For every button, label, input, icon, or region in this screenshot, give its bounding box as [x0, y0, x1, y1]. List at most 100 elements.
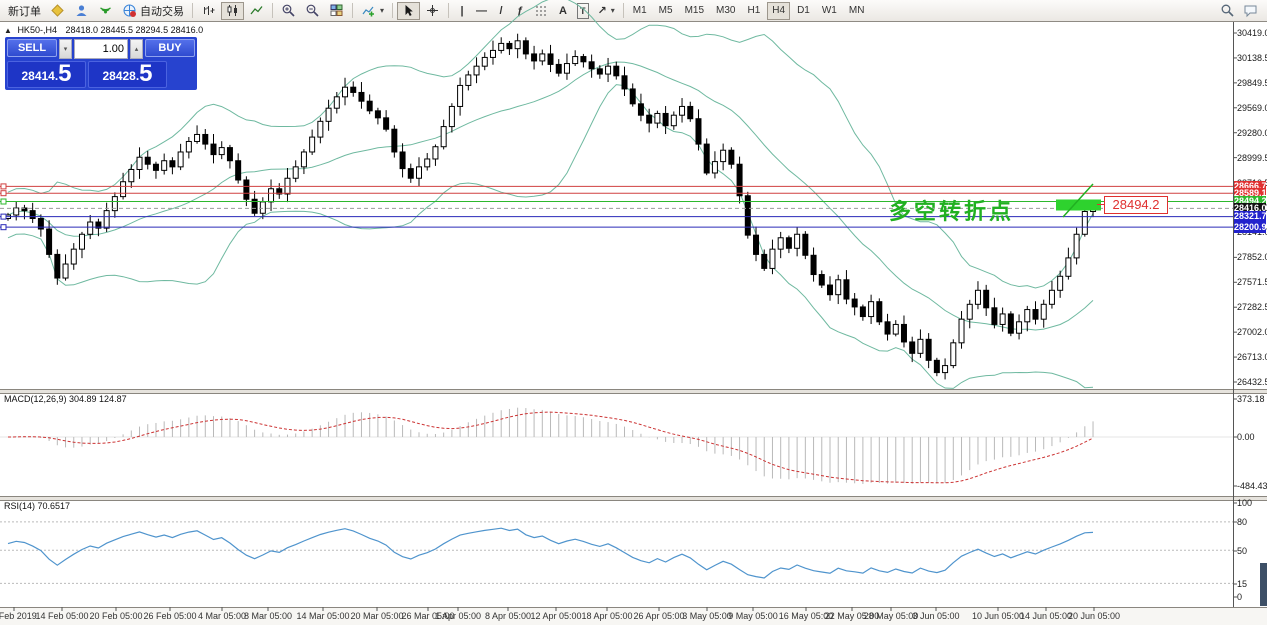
crosshair-button[interactable]	[421, 2, 444, 20]
time-axis-label: 8 Apr 05:00	[484, 611, 532, 621]
search-icon[interactable]	[1216, 2, 1239, 20]
signals-button[interactable]	[94, 2, 117, 20]
price-axis-label: 30138.5	[1237, 52, 1267, 63]
chat-icon[interactable]	[1239, 2, 1263, 20]
chart-title: ▲ HK50-,H4 28418.0 28445.5 28294.5 28416…	[4, 25, 203, 35]
time-axis-label: 16 May 05:00	[778, 611, 834, 621]
timeframe-m5-button[interactable]: M5	[654, 2, 678, 20]
cursor-icon	[405, 5, 413, 16]
price-tag-28200.9: 28200.9	[1234, 221, 1267, 233]
line-chart-button[interactable]	[245, 2, 268, 20]
text-label-button[interactable]: T	[573, 2, 593, 20]
toolbar-separator	[192, 3, 193, 18]
time-axis-label: 14 Jun 05:00	[1019, 611, 1073, 621]
time-axis-label: 28 May 05:00	[863, 611, 919, 621]
price-axis-label: 29849.5	[1237, 77, 1267, 88]
arrows-button[interactable]: ↗ ▾	[594, 2, 619, 20]
time-axis-label: 20 Feb 05:00	[89, 611, 143, 621]
cursor-button[interactable]	[397, 1, 421, 20]
line-chart-icon	[250, 6, 263, 15]
price-tag-28666.7: 28666.7	[1234, 180, 1267, 192]
crosshair-icon	[427, 5, 439, 16]
price-axis-label: 27571.5	[1237, 277, 1267, 288]
turning-point-annotation[interactable]: 多空转折点	[889, 199, 1015, 224]
timeframe-d1-button[interactable]: D1	[792, 2, 815, 20]
macd-axis-label: 373.18	[1237, 394, 1265, 404]
macd-axis-label: 0.00	[1237, 432, 1255, 442]
timeframe-m30-button[interactable]: M30	[711, 2, 740, 20]
toolbar-separator	[272, 3, 273, 18]
timeframe-h1-button[interactable]: H1	[742, 2, 765, 20]
channel-icon	[536, 6, 546, 16]
bar-chart-icon	[204, 6, 215, 15]
price-tag-28321.7: 28321.7	[1234, 211, 1267, 223]
sell-price[interactable]: 28414. 5	[7, 61, 86, 88]
price-tag-28416.0: 28416.0	[1234, 202, 1267, 214]
price-axis-label: 27002.0	[1237, 327, 1267, 338]
time-axis-label: 14 Feb 05:00	[35, 611, 89, 621]
panel-splitter[interactable]	[0, 389, 1267, 394]
time-axis-label: 18 Apr 05:00	[581, 611, 633, 621]
channel-button[interactable]	[530, 2, 553, 20]
sell-price-big: 5	[58, 60, 72, 87]
macd-label: MACD(12,26,9) 304.89 124.87	[4, 394, 127, 404]
scrollbar-thumb[interactable]	[1260, 563, 1267, 606]
new-order-label: 新订单	[8, 5, 41, 18]
time-axis-label: 10 Jun 05:00	[971, 611, 1025, 621]
volume-decrease-button[interactable]: ▾	[59, 39, 72, 59]
price-axis-label: 27852.0	[1237, 252, 1267, 263]
timeframe-h4-button[interactable]: H4	[767, 1, 791, 20]
tile-windows-icon	[330, 4, 343, 16]
time-axis-label: 4 Mar 05:00	[197, 611, 247, 621]
new-chart-button[interactable]	[46, 2, 69, 20]
autotrading-button[interactable]: 自动交易	[118, 2, 188, 20]
zoom-out-button[interactable]	[301, 2, 324, 20]
sell-button[interactable]: SELL	[7, 39, 57, 57]
turning-point-price-label[interactable]: 28494.2	[1104, 196, 1168, 214]
volume-input[interactable]	[74, 39, 128, 59]
signal-icon	[100, 7, 111, 14]
buy-price[interactable]: 28428. 5	[88, 61, 167, 88]
trendline-button[interactable]: /	[492, 2, 510, 20]
rsi-panel[interactable]	[0, 499, 1267, 607]
dropdown-caret-icon: ▾	[380, 6, 385, 15]
profiles-button[interactable]	[70, 2, 93, 20]
bar-chart-button[interactable]	[197, 2, 220, 20]
panel-splitter[interactable]	[0, 496, 1267, 501]
autotrading-icon	[123, 4, 136, 17]
time-axis	[0, 607, 1267, 625]
rsi-axis-label: 50	[1237, 546, 1248, 556]
timeframe-m15-button[interactable]: M15	[680, 2, 709, 20]
sell-price-main: 28414.	[21, 69, 59, 83]
horizontal-line-icon: —	[476, 4, 488, 17]
zoom-in-icon	[282, 4, 295, 17]
timeframe-w1-button[interactable]: W1	[817, 2, 842, 20]
profile-icon	[76, 5, 87, 16]
timeframe-m1-button[interactable]: M1	[628, 2, 652, 20]
arrow-icon: ↗	[597, 4, 607, 17]
new-order-button[interactable]: 新订单	[4, 2, 45, 20]
text-button[interactable]: A	[554, 2, 572, 20]
collapse-panel-icon[interactable]: ▲	[4, 26, 12, 35]
time-axis-label: 1 Apr 05:00	[434, 611, 482, 621]
macd-panel[interactable]	[0, 392, 1267, 496]
volume-increase-button[interactable]: ▴	[130, 39, 143, 59]
text-icon: A	[559, 4, 567, 17]
time-axis-label: 20 Jun 05:00	[1067, 611, 1121, 621]
time-axis-label: 8 Mar 05:00	[243, 611, 293, 621]
vertical-line-icon: |	[460, 4, 464, 17]
zoom-in-button[interactable]	[277, 2, 300, 20]
horizontal-line-button[interactable]: —	[472, 2, 491, 20]
fibonacci-button[interactable]: ƒ	[511, 2, 529, 20]
timeframe-mn-button[interactable]: MN	[844, 2, 870, 20]
tile-windows-button[interactable]	[325, 2, 348, 20]
buy-button[interactable]: BUY	[145, 39, 195, 57]
vertical-line-button[interactable]: |	[453, 2, 471, 20]
toolbar-separator	[352, 3, 353, 18]
dropdown-caret-icon: ▾	[610, 6, 615, 15]
price-axis-label: 30419.0	[1237, 28, 1267, 38]
ohlc-values: 28418.0 28445.5 28294.5 28416.0	[65, 25, 204, 35]
rsi-label: RSI(14) 70.6517	[4, 501, 71, 511]
candlestick-chart-button[interactable]	[221, 1, 244, 20]
indicators-button[interactable]: ▾	[357, 2, 388, 20]
